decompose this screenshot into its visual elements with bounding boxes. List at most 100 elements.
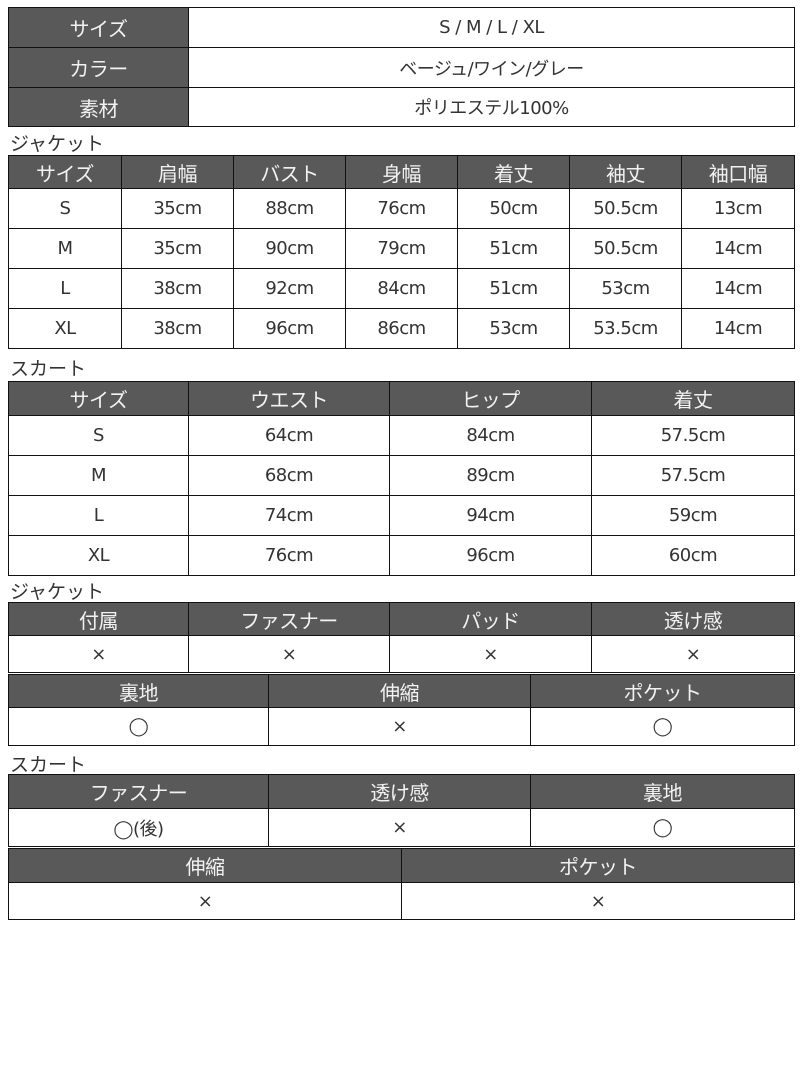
table-row: XL 38cm 96cm 86cm 53cm 53.5cm 14cm bbox=[8, 308, 795, 349]
header-cell: 袖丈 bbox=[569, 155, 682, 189]
value-cell: × bbox=[188, 635, 390, 673]
value-cell: 76cm bbox=[188, 535, 390, 576]
value-cell: ◯(後) bbox=[8, 808, 269, 847]
header-cell: 付属 bbox=[8, 602, 189, 636]
table-row: ◯(後) × ◯ bbox=[8, 808, 795, 847]
skirt-size-table: サイズ ウエスト ヒップ 着丈 S 64cm 84cm 57.5cm M 68cm 89cm 57.5… bbox=[8, 381, 795, 576]
section-label: スカート bbox=[10, 754, 87, 776]
header-cell: 肩幅 bbox=[121, 155, 234, 189]
header-cell: 裏地 bbox=[8, 674, 269, 708]
value-cell: 51cm bbox=[457, 268, 570, 309]
value-cell: ポリエステル100% bbox=[188, 87, 795, 127]
value-cell: 96cm bbox=[233, 308, 346, 349]
header-row: サイズ ウエスト ヒップ 着丈 bbox=[8, 381, 795, 416]
value-cell: 50.5cm bbox=[569, 228, 682, 269]
header-cell: パッド bbox=[389, 602, 592, 636]
header-cell: 素材 bbox=[8, 87, 189, 127]
value-cell: × bbox=[389, 635, 592, 673]
section-label: ジャケット bbox=[10, 581, 105, 603]
value-cell: 96cm bbox=[389, 535, 592, 576]
value-cell: × bbox=[268, 808, 531, 847]
value-cell: 88cm bbox=[233, 188, 346, 229]
value-cell: M bbox=[8, 455, 189, 496]
header-cell: カラー bbox=[8, 47, 189, 88]
value-cell: × bbox=[268, 707, 531, 746]
jacket-features-table-1: 付属 ファスナー パッド 透け感 × × × × bbox=[8, 602, 795, 673]
value-cell: ◯ bbox=[8, 707, 269, 746]
value-cell: 14cm bbox=[681, 308, 795, 349]
header-cell: 裏地 bbox=[530, 774, 795, 809]
table-row: L 38cm 92cm 84cm 51cm 53cm 14cm bbox=[8, 268, 795, 309]
value-cell: 90cm bbox=[233, 228, 346, 269]
value-cell: 84cm bbox=[345, 268, 458, 309]
value-cell: 14cm bbox=[681, 268, 795, 309]
header-cell: バスト bbox=[233, 155, 346, 189]
value-cell: 60cm bbox=[591, 535, 795, 576]
value-cell: 50.5cm bbox=[569, 188, 682, 229]
value-cell: 57.5cm bbox=[591, 455, 795, 496]
value-cell: 84cm bbox=[389, 415, 592, 456]
header-cell: ウエスト bbox=[188, 381, 390, 416]
value-cell: S bbox=[8, 188, 122, 229]
value-cell: ◯ bbox=[530, 707, 795, 746]
skirt-features-table-2: 伸縮 ポケット × × bbox=[8, 848, 795, 920]
value-cell: S bbox=[8, 415, 189, 456]
table-row: S 64cm 84cm 57.5cm bbox=[8, 415, 795, 456]
spec-row: サイズ S / M / L / XL bbox=[8, 7, 795, 48]
table-row: × × bbox=[8, 882, 795, 920]
value-cell: 68cm bbox=[188, 455, 390, 496]
header-cell: サイズ bbox=[8, 155, 122, 189]
value-cell: × bbox=[8, 635, 189, 673]
jacket-size-table: サイズ 肩幅 バスト 身幅 着丈 袖丈 袖口幅 S 35cm 88cm 76cm 50cm 50.5cm… bbox=[8, 155, 795, 349]
value-cell: 86cm bbox=[345, 308, 458, 349]
header-row: 伸縮 ポケット bbox=[8, 848, 795, 883]
header-cell: 身幅 bbox=[345, 155, 458, 189]
table-row: ◯ × ◯ bbox=[8, 707, 795, 746]
value-cell: 35cm bbox=[121, 188, 234, 229]
value-cell: 13cm bbox=[681, 188, 795, 229]
jacket-features-table-2: 裏地 伸縮 ポケット ◯ × ◯ bbox=[8, 674, 795, 746]
value-cell: L bbox=[8, 495, 189, 536]
header-cell: サイズ bbox=[8, 7, 189, 48]
value-cell: 53cm bbox=[457, 308, 570, 349]
section-label: スカート bbox=[10, 358, 87, 380]
value-cell: × bbox=[591, 635, 795, 673]
header-row: 付属 ファスナー パッド 透け感 bbox=[8, 602, 795, 636]
value-cell: 53cm bbox=[569, 268, 682, 309]
header-cell: 袖口幅 bbox=[681, 155, 795, 189]
value-cell: 79cm bbox=[345, 228, 458, 269]
value-cell: ベージュ/ワイン/グレー bbox=[188, 47, 795, 88]
value-cell: 64cm bbox=[188, 415, 390, 456]
header-row: ファスナー 透け感 裏地 bbox=[8, 774, 795, 809]
value-cell: 14cm bbox=[681, 228, 795, 269]
value-cell: × bbox=[8, 882, 402, 920]
header-cell: 伸縮 bbox=[268, 674, 531, 708]
value-cell: XL bbox=[8, 308, 122, 349]
table-row: XL 76cm 96cm 60cm bbox=[8, 535, 795, 576]
header-cell: ポケット bbox=[401, 848, 795, 883]
header-cell: 透け感 bbox=[268, 774, 531, 809]
skirt-features-table-1: ファスナー 透け感 裏地 ◯(後) × ◯ bbox=[8, 774, 795, 847]
spec-row: 素材 ポリエステル100% bbox=[8, 87, 795, 127]
spec-table: サイズ S / M / L / XL カラー ベージュ/ワイン/グレー 素材 ポリエステル… bbox=[8, 7, 795, 127]
header-cell: 透け感 bbox=[591, 602, 795, 636]
value-cell: 74cm bbox=[188, 495, 390, 536]
value-cell: M bbox=[8, 228, 122, 269]
value-cell: × bbox=[401, 882, 795, 920]
header-cell: 着丈 bbox=[457, 155, 570, 189]
section-label: ジャケット bbox=[10, 133, 105, 155]
value-cell: XL bbox=[8, 535, 189, 576]
header-cell: ファスナー bbox=[188, 602, 390, 636]
value-cell: 92cm bbox=[233, 268, 346, 309]
value-cell: 59cm bbox=[591, 495, 795, 536]
value-cell: 38cm bbox=[121, 268, 234, 309]
value-cell: 51cm bbox=[457, 228, 570, 269]
table-row: × × × × bbox=[8, 635, 795, 673]
value-cell: 35cm bbox=[121, 228, 234, 269]
value-cell: 53.5cm bbox=[569, 308, 682, 349]
header-row: 裏地 伸縮 ポケット bbox=[8, 674, 795, 708]
header-cell: ポケット bbox=[530, 674, 795, 708]
value-cell: 50cm bbox=[457, 188, 570, 229]
value-cell: L bbox=[8, 268, 122, 309]
table-row: L 74cm 94cm 59cm bbox=[8, 495, 795, 536]
